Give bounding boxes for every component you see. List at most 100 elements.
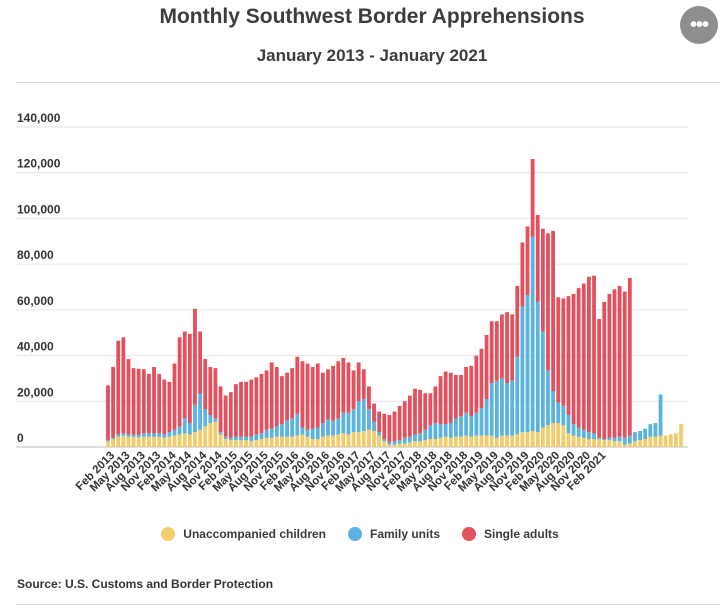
bar-segment-family bbox=[489, 383, 494, 436]
bar-segment-children bbox=[397, 443, 402, 447]
bar-segment-adults bbox=[223, 395, 228, 437]
bar-segment-adults bbox=[377, 411, 382, 433]
bar-segment-adults bbox=[187, 333, 192, 423]
bar-segment-family bbox=[448, 423, 453, 438]
bar-segment-children bbox=[259, 439, 264, 447]
y-tick-label: 0 bbox=[17, 431, 24, 445]
bar-segment-children bbox=[673, 433, 678, 447]
bar-segment-children bbox=[223, 439, 228, 447]
bar-segment-children bbox=[494, 437, 499, 447]
bar-segment-family bbox=[494, 380, 499, 438]
bar-segment-adults bbox=[274, 367, 279, 427]
bar-segment-children bbox=[510, 435, 515, 447]
bar-segment-adults bbox=[413, 388, 417, 435]
bar-segment-children bbox=[157, 436, 162, 447]
more-options-button[interactable]: ••• bbox=[680, 6, 718, 44]
y-tick-label: 20,000 bbox=[17, 385, 54, 399]
bar-segment-children bbox=[249, 441, 254, 447]
bar-segment-adults bbox=[239, 381, 243, 437]
bar-segment-adults bbox=[213, 368, 218, 419]
bar-segment-children bbox=[152, 436, 156, 447]
bar-segment-family bbox=[566, 415, 571, 434]
bar-segment-family bbox=[638, 431, 642, 441]
bar-segment-adults bbox=[494, 321, 499, 381]
bar-segment-children bbox=[602, 440, 607, 447]
bar-segment-children bbox=[341, 433, 346, 447]
bar-segment-children bbox=[566, 433, 571, 447]
bar-segment-adults bbox=[136, 368, 141, 436]
bar-segment-children bbox=[581, 437, 586, 447]
bar-segment-family bbox=[387, 442, 392, 445]
bar-segment-adults bbox=[361, 369, 366, 399]
bar-segment-adults bbox=[167, 381, 172, 433]
bar-segment-children bbox=[576, 436, 581, 447]
bar-segment-family bbox=[111, 437, 116, 439]
bar-segment-family bbox=[187, 423, 192, 435]
bar-segment-children bbox=[382, 441, 387, 447]
bar-segment-children bbox=[295, 435, 300, 447]
bar-segment-adults bbox=[438, 376, 443, 425]
bar-segment-family bbox=[152, 433, 156, 437]
bar-segment-adults bbox=[592, 275, 596, 434]
bar-segment-children bbox=[525, 432, 530, 447]
bar-segment-children bbox=[663, 435, 668, 447]
bar-segment-family bbox=[372, 421, 376, 431]
bar-segment-family bbox=[633, 432, 637, 442]
bar-segment-family bbox=[367, 409, 371, 430]
bar-segment-children bbox=[658, 435, 663, 447]
bar-segment-adults bbox=[315, 363, 320, 428]
bar-segment-family bbox=[346, 412, 351, 435]
bar-segment-adults bbox=[418, 389, 422, 434]
bar-segment-adults bbox=[177, 337, 182, 427]
bar-segment-family bbox=[218, 432, 223, 435]
bar-segment-adults bbox=[617, 285, 622, 437]
bar-segment-children bbox=[407, 442, 412, 447]
bar-segment-children bbox=[320, 436, 325, 447]
bar-segment-children bbox=[361, 431, 366, 447]
bar-segment-adults bbox=[218, 386, 223, 433]
bar-segment-children bbox=[387, 444, 392, 447]
y-tick-label: 140,000 bbox=[17, 111, 61, 125]
bar-segment-family bbox=[423, 429, 428, 441]
bar-segment-children bbox=[326, 435, 330, 447]
bar-segment-adults bbox=[402, 401, 407, 438]
bar-segment-family bbox=[259, 433, 264, 439]
bar-segment-family bbox=[433, 423, 438, 439]
bar-segment-children bbox=[668, 434, 673, 447]
bar-segment-adults bbox=[300, 361, 305, 428]
bar-segment-family bbox=[172, 429, 177, 436]
bar-segment-children bbox=[141, 436, 146, 447]
bar-segment-family bbox=[274, 426, 279, 437]
bar-segment-family bbox=[438, 424, 443, 438]
bar-segment-adults bbox=[581, 283, 586, 430]
bar-segment-adults bbox=[208, 367, 213, 415]
bar-segment-adults bbox=[116, 340, 121, 435]
bar-segment-children bbox=[172, 435, 177, 447]
bar-segment-adults bbox=[351, 370, 356, 410]
bar-segment-children bbox=[208, 423, 213, 447]
bar-segment-children bbox=[607, 440, 612, 447]
bar-segment-adults bbox=[346, 362, 351, 413]
bar-segment-family bbox=[597, 437, 602, 439]
bar-segment-family bbox=[602, 439, 607, 441]
bar-segment-family bbox=[157, 433, 162, 437]
bar-segment-family bbox=[361, 399, 366, 431]
bar-segment-children bbox=[648, 436, 653, 447]
legend: Unaccompanied children Family units Sing… bbox=[0, 527, 720, 541]
bar-segment-children bbox=[638, 440, 642, 447]
bar-segment-adults bbox=[249, 379, 254, 437]
bar-segment-family bbox=[208, 415, 213, 423]
bar-segment-family bbox=[428, 425, 433, 439]
chart-subtitle: January 2013 - January 2021 bbox=[256, 46, 488, 65]
bar-segment-children bbox=[305, 436, 310, 447]
bar-segment-adults bbox=[459, 375, 463, 417]
legend-swatch-adults bbox=[462, 527, 477, 541]
bar-segment-family bbox=[658, 394, 663, 436]
bar-segment-family bbox=[177, 426, 182, 435]
bar-segment-adults bbox=[443, 371, 448, 425]
bar-segment-family bbox=[341, 412, 346, 434]
bar-segment-family bbox=[121, 433, 126, 436]
bar-segment-children bbox=[464, 435, 469, 447]
bar-segment-adults bbox=[622, 291, 627, 438]
